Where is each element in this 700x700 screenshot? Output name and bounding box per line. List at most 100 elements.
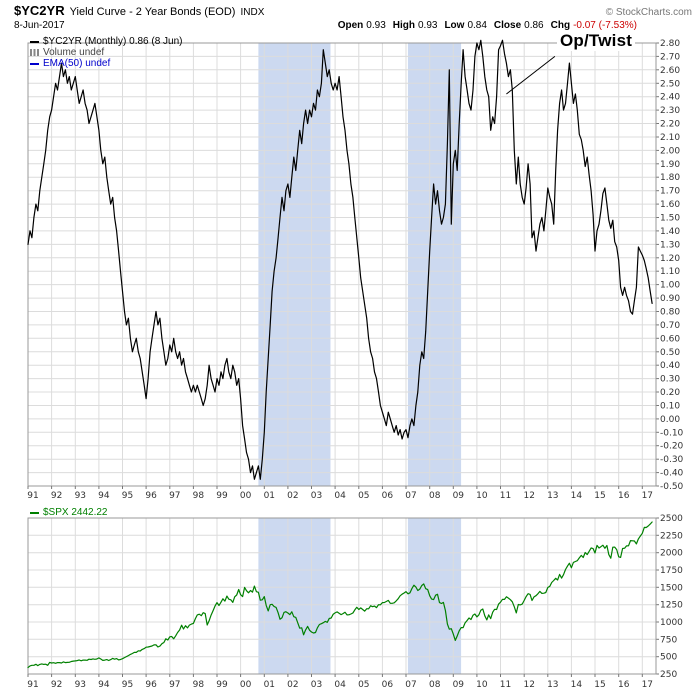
close-label: Close [493,20,522,31]
svg-text:92: 92 [51,491,62,501]
svg-text:0.20: 0.20 [660,388,680,398]
svg-text:93: 93 [75,491,86,501]
svg-text:-0.10: -0.10 [660,428,684,438]
svg-text:16: 16 [618,680,630,690]
svg-text:1.80: 1.80 [660,173,680,183]
svg-text:2250: 2250 [660,531,683,541]
svg-text:13: 13 [547,680,558,690]
spx-chart-legend: $SPX 2442.22 [30,507,108,518]
close-value: 0.86 [524,20,544,31]
ticker-symbol: $YC2YR [14,3,65,18]
op-twist-annotation: Op/Twist [557,31,636,51]
svg-text:11: 11 [500,491,511,501]
svg-text:02: 02 [287,491,298,501]
spx-legend-label: $SPX 2442.22 [43,507,108,518]
chg-value: -0.07 (-7.53%) [573,20,637,31]
svg-text:0.80: 0.80 [660,308,680,318]
exchange-label: INDX [240,7,265,18]
svg-text:07: 07 [405,491,416,501]
svg-text:1.50: 1.50 [660,214,680,224]
svg-text:94: 94 [98,491,110,501]
svg-text:12: 12 [523,680,534,690]
svg-text:07: 07 [405,680,416,690]
svg-text:02: 02 [287,680,298,690]
svg-text:0.00: 0.00 [660,415,680,425]
svg-text:-0.50: -0.50 [660,482,684,492]
svg-text:93: 93 [75,680,86,690]
svg-text:2500: 2500 [660,514,683,524]
svg-text:12: 12 [523,491,534,501]
svg-text:1000: 1000 [660,618,683,628]
high-label: High [392,20,415,31]
svg-text:750: 750 [660,635,677,645]
svg-text:14: 14 [571,680,583,690]
legend-item-spx: $SPX 2442.22 [30,507,108,518]
svg-text:1750: 1750 [660,566,683,576]
open-label: Open [337,20,364,31]
svg-text:2.70: 2.70 [660,52,680,62]
spx-line-swatch-icon [30,511,39,514]
svg-text:-0.40: -0.40 [660,469,684,479]
yc2yr-legend-label: $YC2YR (Monthly) 0.86 (8 Jun) [43,36,183,47]
volume-bars-icon [30,49,39,56]
svg-text:2.80: 2.80 [660,39,680,49]
volume-legend-label: Volume undef [43,47,105,58]
legend-item-volume: Volume undef [30,47,183,58]
svg-text:1.20: 1.20 [660,254,680,264]
ema-line-swatch-icon [30,62,39,65]
svg-text:08: 08 [429,680,441,690]
svg-text:06: 06 [382,680,394,690]
svg-text:250: 250 [660,670,677,680]
svg-text:04: 04 [334,680,346,690]
svg-text:11: 11 [500,680,511,690]
quote-date: 8-Jun-2017 [14,20,65,31]
svg-text:0.40: 0.40 [660,361,680,371]
svg-text:96: 96 [145,491,157,501]
svg-text:99: 99 [216,680,228,690]
svg-text:-0.20: -0.20 [660,442,684,452]
svg-text:1500: 1500 [660,583,683,593]
svg-text:2.10: 2.10 [660,133,680,143]
title-row: $YC2YR Yield Curve - 2 Year Bonds (EOD) … [0,0,700,18]
svg-text:97: 97 [169,680,180,690]
svg-text:95: 95 [122,680,133,690]
svg-text:97: 97 [169,491,180,501]
chg-label: Chg [550,20,571,31]
yc2yr-line-swatch-icon [30,40,39,43]
quote-row: 8-Jun-2017 Open 0.93 High 0.93 Low 0.84 … [0,18,700,31]
svg-text:00: 00 [240,680,252,690]
svg-text:14: 14 [571,491,583,501]
svg-text:0.70: 0.70 [660,321,680,331]
svg-text:05: 05 [358,680,369,690]
svg-text:2.20: 2.20 [660,120,680,130]
svg-text:2000: 2000 [660,549,683,559]
svg-text:99: 99 [216,491,228,501]
svg-text:500: 500 [660,653,677,663]
svg-text:00: 00 [240,491,252,501]
svg-text:-0.30: -0.30 [660,455,684,465]
svg-text:0.90: 0.90 [660,294,680,304]
open-value: 0.93 [366,20,386,31]
legend-item-yc2yr: $YC2YR (Monthly) 0.86 (8 Jun) [30,36,183,47]
svg-text:0.60: 0.60 [660,334,680,344]
svg-text:08: 08 [429,491,441,501]
svg-text:2.00: 2.00 [660,146,680,156]
svg-text:2.40: 2.40 [660,93,680,103]
svg-text:15: 15 [594,491,605,501]
svg-text:91: 91 [27,491,38,501]
yield-curve-plot: -0.50 -0.40 -0.30 -0.20 -0.10 0.00 0.10 0.20 0.3… [27,39,684,501]
chart-title: Yield Curve - 2 Year Bonds (EOD) [69,6,236,18]
svg-text:0.10: 0.10 [660,402,680,412]
low-label: Low [444,20,465,31]
svg-text:10: 10 [476,680,488,690]
svg-text:09: 09 [453,680,465,690]
svg-text:10: 10 [476,491,488,501]
svg-text:17: 17 [642,491,653,501]
main-chart-legend: $YC2YR (Monthly) 0.86 (8 Jun) Volume und… [30,36,183,69]
svg-text:03: 03 [311,680,322,690]
legend-item-ema: EMA(50) undef [30,58,183,69]
svg-text:16: 16 [618,491,630,501]
svg-text:0.30: 0.30 [660,375,680,385]
svg-text:17: 17 [642,680,653,690]
